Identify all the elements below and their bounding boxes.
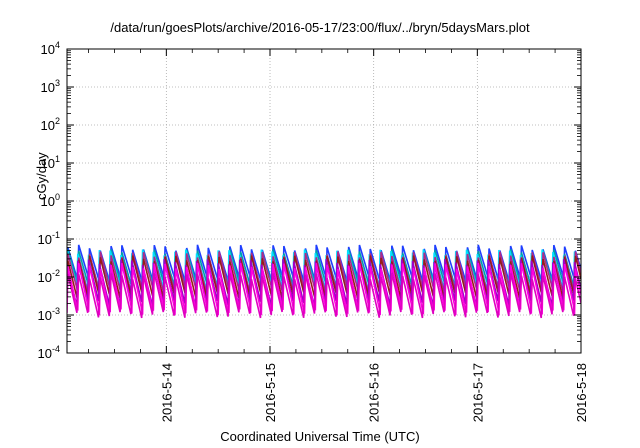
x-tick-label: 2016-5-18: [574, 363, 589, 422]
y-axis-label: cGy/day: [34, 152, 49, 200]
y-tick-label: 102: [41, 116, 60, 133]
chart-title: /data/run/goesPlots/archive/2016-05-17/2…: [110, 20, 530, 35]
series-line: [67, 255, 581, 299]
series-line: [67, 262, 581, 316]
series-line: [67, 251, 581, 296]
x-tick-label: 2016-5-17: [470, 363, 485, 422]
y-tick-label: 10-3: [38, 306, 60, 323]
x-tick-label: 2016-5-16: [367, 363, 382, 422]
x-tick-label: 2016-5-14: [159, 363, 174, 422]
y-tick-label: 104: [41, 40, 60, 57]
y-tick-label: 103: [41, 78, 60, 95]
series-group: [67, 244, 581, 319]
axis-ticks: 104 103 102 101 100 10-1 10-2 10-3 10-4 2016-5-14…: [38, 40, 589, 422]
y-tick-label: 10-4: [38, 344, 60, 361]
y-tick-label: 101: [41, 154, 60, 171]
series-line: [67, 273, 581, 319]
x-tick-label: 2016-5-15: [263, 363, 278, 422]
y-tick-label: 10-2: [38, 268, 60, 285]
x-axis-label: Coordinated Universal Time (UTC): [220, 429, 420, 444]
y-tick-label: 100: [41, 192, 60, 209]
y-tick-label: 10-1: [38, 230, 60, 247]
